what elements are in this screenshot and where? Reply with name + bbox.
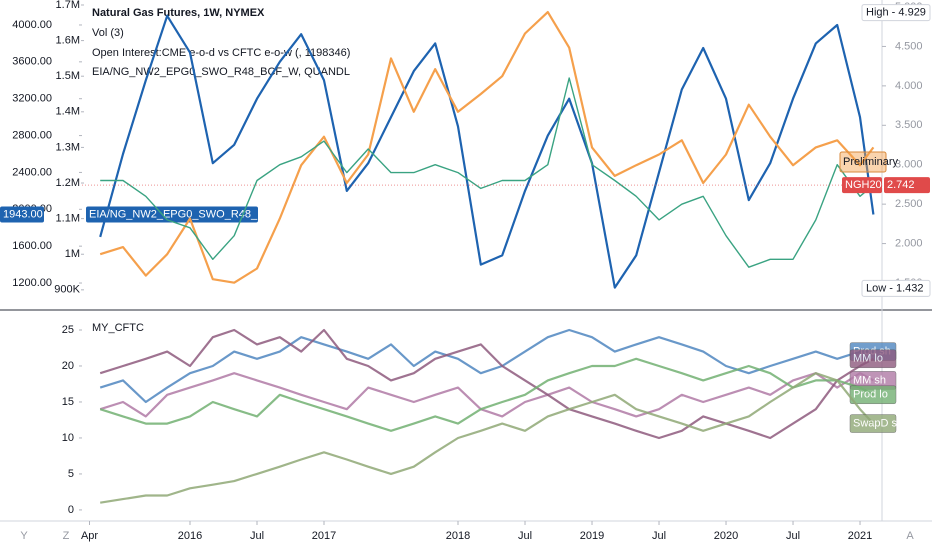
x-tick-label: Jul: [250, 530, 264, 542]
label-text: 1943.00: [3, 208, 43, 220]
series-tag-text: MM sh: [853, 374, 886, 386]
button[interactable]: A: [906, 530, 914, 542]
y3-tick-label: 2.000: [895, 237, 923, 249]
y3-tick-label: 4.000: [895, 80, 923, 92]
series-tag: SwapD sh: [849, 414, 903, 433]
button[interactable]: Z: [63, 530, 70, 542]
button[interactable]: Y: [20, 530, 28, 542]
y-tick-label: 2800.00: [12, 129, 52, 141]
series-line: [99, 11, 875, 284]
series-tag-box: [849, 414, 897, 433]
x-tick-label: Jul: [518, 530, 532, 542]
series-tag: MM lo: [849, 349, 897, 369]
legend-line: EIA/NG_NW2_EPG0_SWO_R48_BCF_W, QUANDL: [92, 66, 350, 78]
y3-tick-label: 2.500: [895, 198, 923, 210]
annotation-text: Preliminary: [843, 156, 899, 168]
y2-tick-label: 1M: [65, 248, 80, 260]
series-line: [99, 372, 874, 418]
series-tag-text: SwapD sh: [853, 417, 903, 429]
y2-tick-label: 1.2M: [56, 177, 80, 189]
annotation-text: Low - 1.432: [866, 282, 923, 294]
series-tag-box: [849, 349, 897, 369]
series-tag: Prod lo: [849, 385, 897, 405]
y3-tick-label: 3.000: [895, 159, 923, 171]
annotation-box: [839, 151, 887, 173]
x-tick-label: 2016: [178, 530, 202, 542]
y2-tick-label: 1.3M: [56, 141, 80, 153]
label-box: [86, 206, 258, 223]
chart-title: Natural Gas Futures, 1W, NYMEX: [92, 7, 265, 19]
y-tick-label: 1600.00: [12, 240, 52, 252]
y-tick-label: 2400.00: [12, 166, 52, 178]
series-line: [99, 328, 874, 440]
series-tag-text: Prod lo: [853, 389, 888, 401]
label-box: [842, 177, 882, 194]
y-tick-label: 25: [62, 324, 74, 336]
y-tick-label: 5: [68, 468, 74, 480]
series-tag-box: [849, 385, 897, 405]
label-text: EIA/NG_NW2_EPG0_SWO_R48_BCF_W: [89, 208, 296, 220]
y2-tick-label: 1.6M: [56, 34, 80, 46]
y3-tick-label: 3.500: [895, 119, 923, 131]
series-line: [99, 14, 875, 289]
x-tick-label: 2018: [446, 530, 470, 542]
x-tick-label: Jul: [786, 530, 800, 542]
label-box: [884, 177, 930, 194]
pane-title: MY_CFTC: [92, 322, 144, 334]
legend-line: Vol (3): [92, 27, 124, 39]
y-tick-label: 0: [68, 504, 74, 516]
y2-tick-label: 900K: [54, 284, 80, 296]
y3-tick-label: 4.500: [895, 40, 923, 52]
y2-tick-label: 1.5M: [56, 70, 80, 82]
series-line: [99, 328, 874, 404]
x-tick-label: 2021: [848, 530, 872, 542]
label-box: [0, 206, 44, 223]
y-tick-label: 20: [62, 360, 74, 372]
y-tick-label: 3600.00: [12, 56, 52, 68]
annotation-box: [861, 4, 931, 22]
series-line: [99, 357, 874, 432]
y-tick-label: 3200.00: [12, 93, 52, 105]
x-tick-label: 2019: [580, 530, 604, 542]
y-tick-label: 1200.00: [12, 277, 52, 289]
y2-tick-label: 1.1M: [56, 213, 80, 225]
series-line: [100, 77, 874, 268]
y-tick-label: 15: [62, 396, 74, 408]
series-tag: MM sh: [849, 371, 897, 390]
y-tick-label: 4000.00: [12, 19, 52, 31]
x-tick-label: Jul: [652, 530, 666, 542]
label-text: 2.742: [887, 179, 915, 191]
annotation-text: High - 4.929: [866, 7, 926, 19]
annotation-box: [861, 279, 931, 297]
x-tick-label: Apr: [81, 530, 98, 542]
series-tag-text: MM lo: [853, 353, 883, 365]
y2-tick-label: 1.7M: [56, 0, 80, 11]
series-line: [100, 372, 875, 504]
label-text: NGH2021: [845, 179, 894, 191]
x-tick-label: 2020: [714, 530, 738, 542]
y2-tick-label: 1.4M: [56, 106, 80, 118]
x-tick-label: 2017: [312, 530, 336, 542]
y-tick-label: 10: [62, 432, 74, 444]
